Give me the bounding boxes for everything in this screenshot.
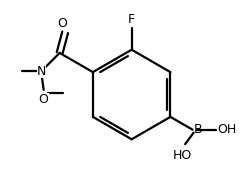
Text: HO: HO bbox=[172, 149, 192, 162]
Text: N: N bbox=[37, 64, 46, 77]
Text: OH: OH bbox=[217, 123, 236, 136]
Text: O: O bbox=[39, 93, 49, 106]
Text: F: F bbox=[128, 13, 135, 26]
Text: O: O bbox=[57, 17, 67, 30]
Text: B: B bbox=[194, 122, 203, 136]
